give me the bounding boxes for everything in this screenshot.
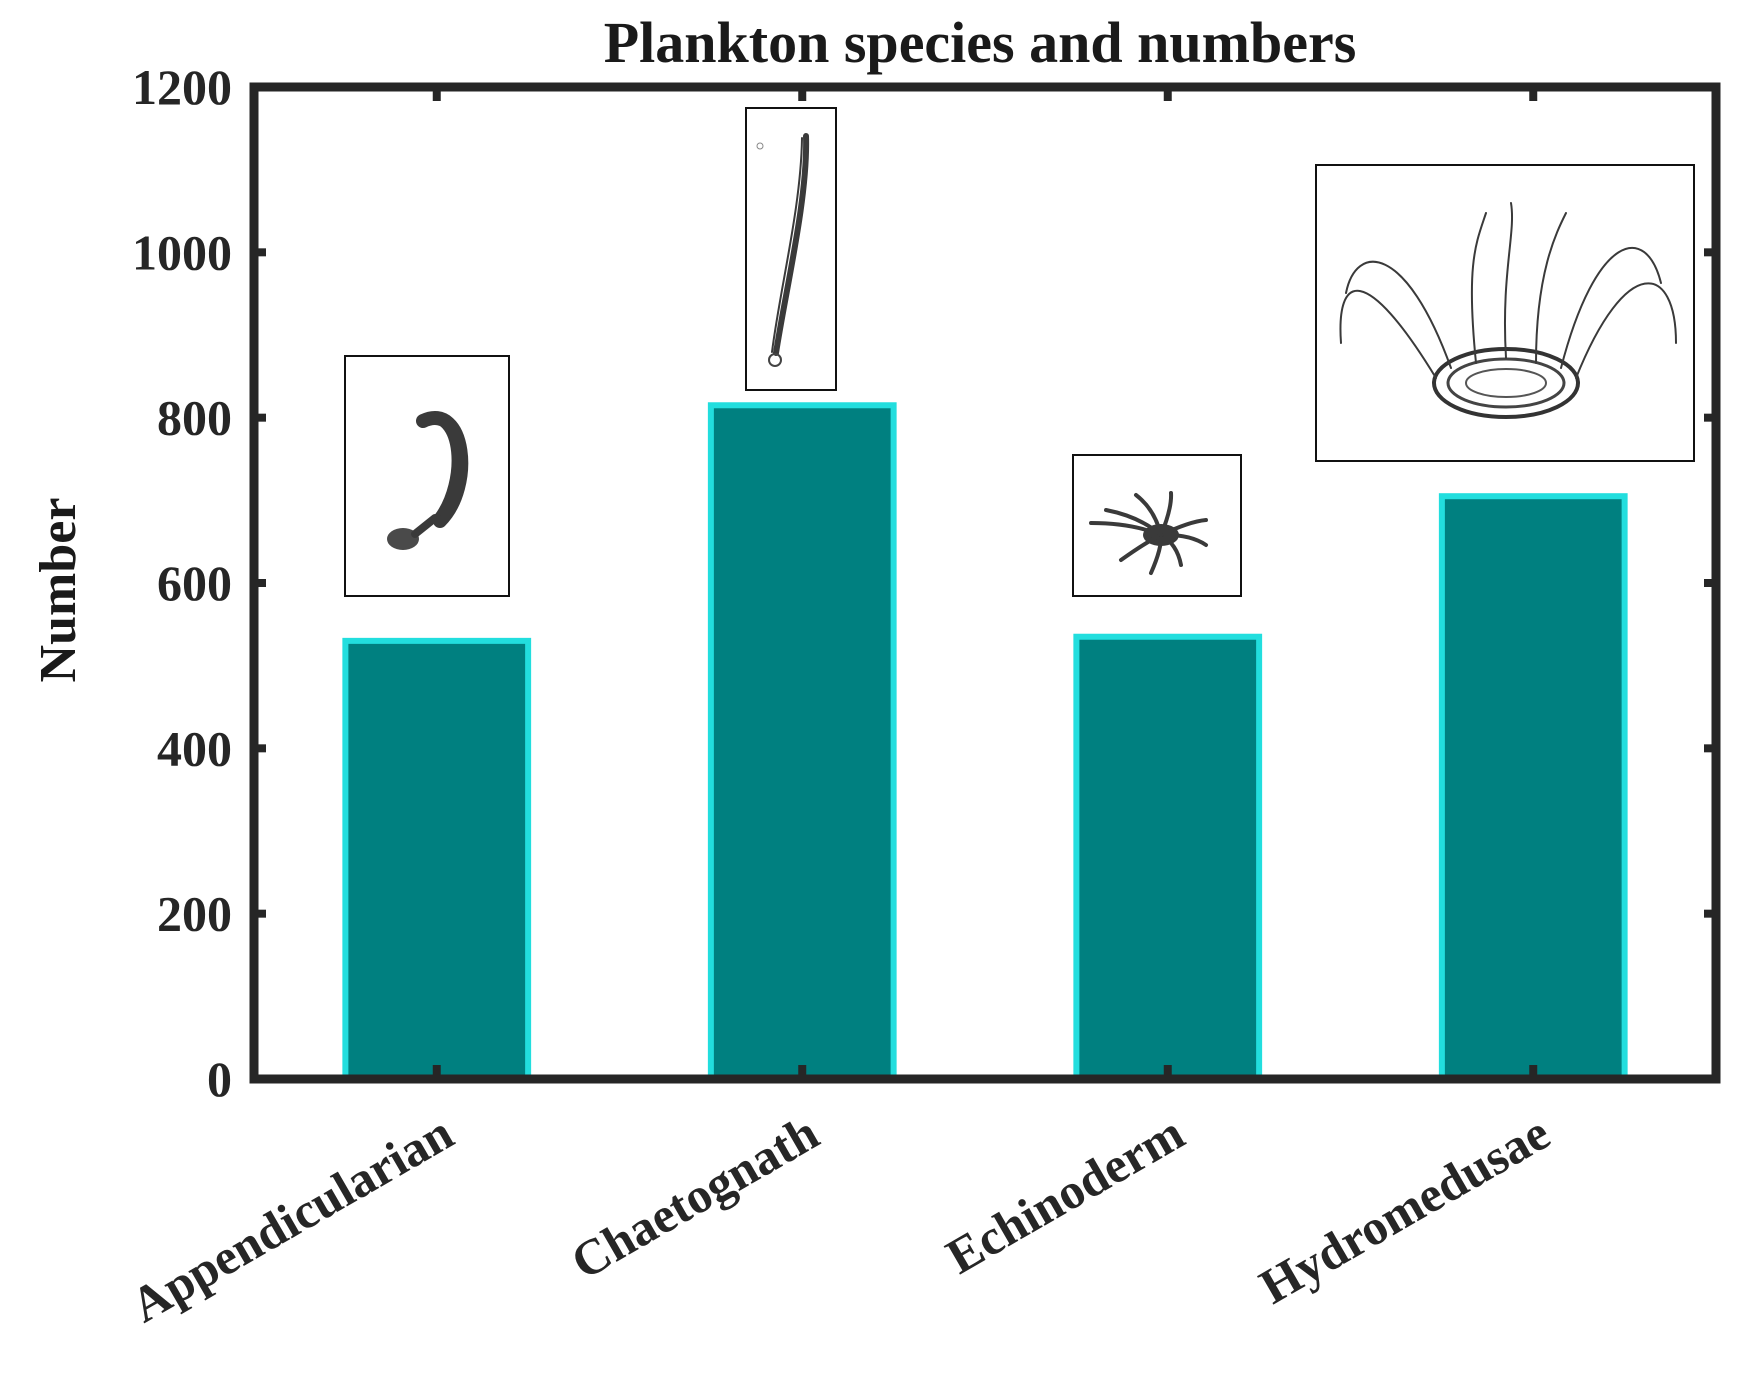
x-tick-label: Hydromedusae	[1250, 1104, 1559, 1315]
y-tick-label: 0	[207, 1051, 232, 1107]
y-tick-label: 1000	[132, 224, 232, 280]
bar-hydromedusae	[1438, 493, 1628, 1082]
bar-appendicularian	[342, 637, 532, 1082]
insets-layer	[344, 107, 1695, 597]
y-tick-label: 800	[157, 390, 232, 446]
y-tick-label: 400	[157, 720, 232, 776]
x-tick-label: Appendicularian	[121, 1104, 462, 1333]
y-axis-label: Number	[30, 498, 87, 683]
x-tick-label: Chaetognath	[562, 1104, 828, 1290]
ticks-layer	[254, 83, 1716, 1083]
bar-chaetognath	[707, 402, 897, 1082]
chart-title: Plankton species and numbers	[604, 10, 1357, 75]
appendicularian-photo-icon	[344, 355, 510, 597]
y-tick-label: 600	[157, 555, 232, 611]
bar-echinoderm	[1073, 633, 1263, 1082]
x-tick-labels: Appendicularian Chaetognath Echinoderm Hydr…	[121, 1104, 1558, 1333]
bars-layer	[342, 402, 1628, 1082]
y-tick-label: 1200	[132, 59, 232, 115]
y-tick-labels: 0 200 400 600 800 1000 1200	[132, 59, 232, 1107]
chaetognath-photo-icon	[745, 107, 837, 391]
y-tick-label: 200	[157, 886, 232, 942]
echinoderm-photo-icon	[1072, 454, 1242, 597]
hydromedusae-photo-icon	[1315, 164, 1695, 462]
x-tick-label: Echinoderm	[937, 1104, 1194, 1284]
